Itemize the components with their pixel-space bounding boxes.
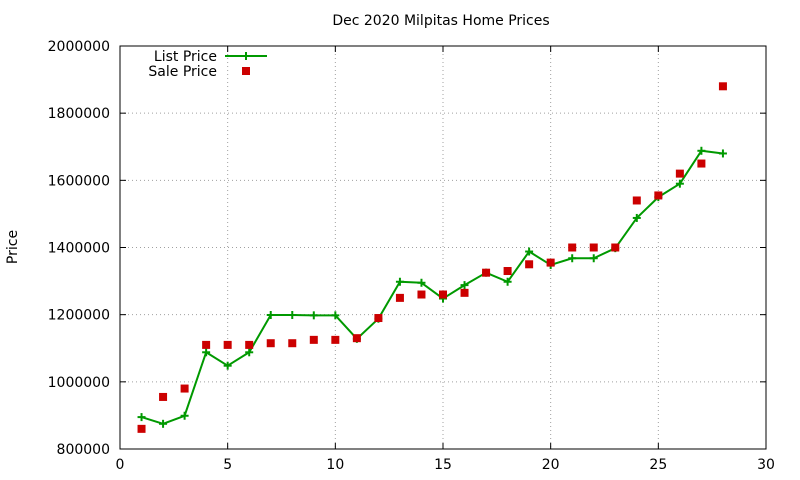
data-point-list-price	[223, 361, 232, 370]
x-tick-label: 20	[542, 457, 560, 473]
legend-swatch-sale-price	[242, 67, 250, 75]
data-point-sale-price	[482, 268, 491, 277]
data-point-list-price	[589, 254, 598, 263]
y-tick-label: 1800000	[48, 106, 110, 122]
data-point-sale-price	[568, 243, 577, 252]
data-point-sale-price	[697, 159, 706, 168]
data-point-sale-price	[417, 290, 426, 299]
data-point-list-price	[137, 413, 146, 422]
data-point-list-price	[245, 348, 254, 357]
data-point-sale-price	[718, 82, 727, 91]
data-point-list-price	[309, 311, 318, 320]
data-point-sale-price	[395, 293, 404, 302]
x-tick-label: 5	[223, 457, 232, 473]
y-tick-label: 1000000	[48, 375, 110, 391]
data-point-sale-price	[159, 392, 168, 401]
data-point-list-price	[395, 277, 404, 286]
data-point-sale-price	[331, 335, 340, 344]
x-tick-label: 30	[757, 457, 775, 473]
series-line-list-price	[141, 149, 724, 425]
series-sale-price	[137, 82, 727, 433]
chart-title: Dec 2020 Milpitas Home Prices	[332, 13, 549, 29]
data-point-list-price	[568, 254, 577, 263]
legend-marker-list-price	[242, 52, 250, 60]
data-point-sale-price	[288, 339, 297, 348]
data-point-sale-price	[309, 335, 318, 344]
data-point-sale-price	[503, 267, 512, 276]
data-point-list-price	[503, 277, 512, 286]
data-point-list-price	[266, 311, 275, 320]
y-tick-label: 1600000	[48, 173, 110, 189]
axis-ticks	[119, 45, 767, 450]
data-point-sale-price	[632, 196, 641, 205]
data-point-sale-price	[180, 384, 189, 393]
data-point-sale-price	[266, 339, 275, 348]
data-point-sale-price	[352, 334, 361, 343]
data-point-list-price	[460, 281, 469, 290]
data-point-sale-price	[525, 260, 534, 269]
data-point-sale-price	[675, 169, 684, 178]
y-tick-label: 1200000	[48, 308, 110, 324]
legend-label-list-price: List Price	[154, 49, 217, 65]
data-point-sale-price	[245, 340, 254, 349]
y-tick-label: 800000	[57, 442, 110, 458]
data-point-sale-price	[654, 191, 663, 200]
data-point-list-price	[202, 348, 211, 357]
data-point-sale-price	[439, 290, 447, 299]
x-tick-label: 0	[116, 457, 125, 473]
legend-label-sale-price: Sale Price	[148, 64, 217, 80]
data-point-sale-price	[546, 258, 555, 267]
data-point-sale-price	[137, 424, 146, 433]
data-point-sale-price	[223, 340, 232, 349]
x-tick-label: 15	[434, 457, 452, 473]
data-point-sale-price	[589, 243, 598, 252]
data-point-list-price	[675, 179, 684, 188]
data-point-list-price	[525, 247, 534, 256]
tick-labels: 0 5 10 15 20 25 30 800000 1000000 1200000 1400000 1…	[48, 39, 775, 473]
x-tick-label: 25	[649, 457, 667, 473]
data-point-list-price	[288, 311, 297, 320]
data-point-sale-price	[374, 314, 383, 323]
legend: List Price Sale Price	[148, 49, 267, 80]
y-tick-label: 1400000	[48, 241, 110, 257]
legend-swatch-list-price	[225, 52, 267, 60]
data-point-list-price	[417, 278, 426, 287]
data-point-sale-price	[460, 288, 469, 297]
x-tick-label: 10	[326, 457, 344, 473]
data-point-list-price	[331, 311, 340, 320]
data-point-sale-price	[202, 340, 211, 349]
y-tick-label: 2000000	[48, 39, 110, 55]
data-point-list-price	[180, 411, 189, 420]
data-point-list-price	[159, 419, 168, 428]
series	[137, 82, 727, 433]
data-point-list-price	[632, 213, 641, 222]
legend-marker-sale-price	[242, 67, 250, 75]
y-axis-label: Price	[5, 230, 21, 264]
data-point-sale-price	[611, 243, 620, 252]
data-point-list-price	[697, 146, 706, 155]
data-point-list-price	[718, 149, 727, 158]
